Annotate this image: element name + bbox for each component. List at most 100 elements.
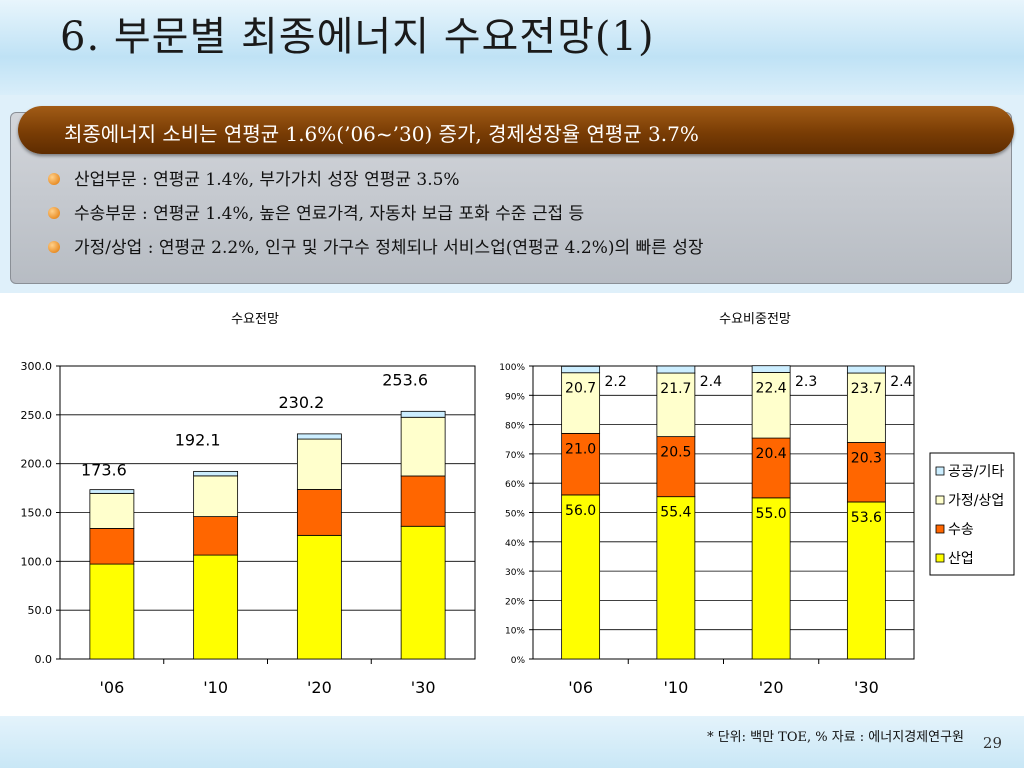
y-tick-label: 250.0 (21, 409, 53, 422)
legend-label: 공공/기타 (948, 464, 1004, 480)
y-tick-label: 70% (505, 451, 525, 461)
bar-segment (89, 489, 135, 494)
y-tick-label: 150.0 (21, 507, 53, 520)
legend-swatch (935, 553, 945, 563)
chart-title: 수요비중전망 (719, 312, 791, 327)
data-label: 23.7 (851, 381, 882, 397)
bullet-dot-icon (48, 173, 60, 185)
bar-segment (656, 496, 696, 660)
bar-segment (656, 436, 696, 498)
bar-segment (193, 516, 239, 556)
page-number: 29 (982, 734, 1002, 752)
bar-segment (846, 501, 886, 660)
bullet-industry: 산업부문 : 연평균 1.4%, 부가가치 성장 연평균 3.5% (74, 170, 460, 190)
bar-segment (656, 365, 696, 374)
y-tick-label: 100% (499, 363, 525, 373)
bar-segment (193, 475, 239, 518)
x-tick-label: '10 (203, 678, 228, 697)
data-label: 56.0 (565, 503, 596, 519)
bar-segment (89, 528, 135, 565)
banner-text: 최종에너지 소비는 연평균 1.6%(’06~’30) 증가, 경제성장율 연평… (64, 122, 699, 146)
y-tick-label: 80% (505, 422, 525, 432)
data-label: 55.4 (660, 505, 691, 521)
data-label: 2.3 (795, 374, 817, 390)
bar-segment (193, 470, 239, 477)
title-band (0, 0, 1024, 95)
x-tick-label: '10 (663, 678, 688, 697)
legend-label: 가정/상업 (948, 493, 1004, 509)
total-label: 230.2 (278, 393, 324, 412)
y-tick-label: 60% (505, 480, 525, 490)
data-label: 22.4 (756, 380, 787, 396)
x-tick-label: '06 (568, 678, 593, 697)
data-label: 21.0 (565, 441, 596, 457)
bar-segment (751, 365, 791, 373)
legend-swatch (935, 466, 945, 476)
bar-segment (89, 563, 135, 660)
bullet-dot-icon (48, 241, 60, 253)
total-label: 192.1 (175, 430, 221, 449)
bar-segment (561, 494, 601, 660)
x-tick-label: '30 (411, 678, 436, 697)
total-label: 173.6 (81, 460, 127, 479)
bar-segment (400, 525, 446, 660)
legend-swatch (935, 495, 945, 505)
bar-segment (846, 372, 886, 443)
total-label: 253.6 (382, 370, 428, 389)
data-label: 21.7 (660, 381, 691, 397)
slide-title: 6. 부문별 최종에너지 수요전망(1) (60, 14, 655, 60)
demand-forecast-chart: 수요전망 300.0 250.0 200.0 150.0 100.0 50.0 0.0 '06 1… (21, 312, 476, 697)
y-tick-label: 50.0 (28, 604, 53, 617)
y-tick-label: 0.0 (35, 653, 53, 666)
bullet-dot-icon (48, 207, 60, 219)
bar-segment (296, 438, 342, 490)
bar-segment (89, 492, 135, 529)
source-note: * 단위: 백만 TOE, % 자료 : 에너지경제연구원 (707, 730, 964, 745)
y-tick-label: 30% (505, 568, 525, 578)
y-tick-label: 10% (505, 627, 525, 637)
demand-share-chart: 수요비중전망 100% 90% 80% 70% 60% 50% 40% 30% 20% 10% 0% '… (499, 312, 1015, 697)
data-label: 20.4 (756, 446, 787, 462)
x-tick-label: '20 (307, 678, 332, 697)
bar-segment (296, 489, 342, 536)
data-label: 20.3 (851, 450, 882, 466)
y-tick-label: 90% (505, 392, 525, 402)
bar-segment (400, 416, 446, 477)
bar-segment (846, 365, 886, 374)
y-tick-label: 40% (505, 539, 525, 549)
x-tick-label: '06 (99, 678, 124, 697)
data-label: 55.0 (756, 506, 787, 522)
x-tick-label: '20 (759, 678, 784, 697)
bar-segment (751, 372, 791, 439)
summary-banner (18, 106, 1014, 154)
data-label: 20.7 (565, 381, 596, 397)
chart-title: 수요전망 (231, 312, 279, 327)
bar-segment (400, 410, 446, 418)
bar-segment (400, 475, 446, 527)
bullet-transport: 수송부문 : 연평균 1.4%, 높은 연료가격, 자동차 보급 포화 수준 근… (74, 204, 585, 224)
data-label: 2.2 (604, 374, 626, 390)
bar-segment (561, 432, 601, 496)
data-label: 2.4 (700, 374, 722, 390)
y-tick-label: 200.0 (21, 458, 53, 471)
bar-segment (296, 433, 342, 440)
bar-segment (751, 437, 791, 499)
bar-segment (751, 497, 791, 660)
bar-segment (656, 372, 696, 438)
legend-label: 수송 (948, 522, 974, 538)
bar-segment (296, 534, 342, 660)
y-tick-label: 50% (505, 510, 525, 520)
data-label: 53.6 (851, 510, 882, 526)
bar-segment (561, 372, 601, 434)
legend-label: 산업 (948, 551, 974, 567)
bar-segment (846, 442, 886, 503)
data-label: 2.4 (890, 374, 912, 390)
bullet-residential: 가정/상업 : 연평균 2.2%, 인구 및 가구수 정체되나 서비스업(연평균… (74, 238, 704, 258)
footer-band (0, 716, 1024, 768)
bar-segment (193, 554, 239, 660)
y-tick-label: 300.0 (21, 360, 53, 373)
legend-swatch (935, 524, 945, 534)
y-tick-label: 100.0 (21, 555, 53, 568)
x-tick-label: '30 (854, 678, 879, 697)
y-tick-label: 0% (511, 656, 526, 666)
